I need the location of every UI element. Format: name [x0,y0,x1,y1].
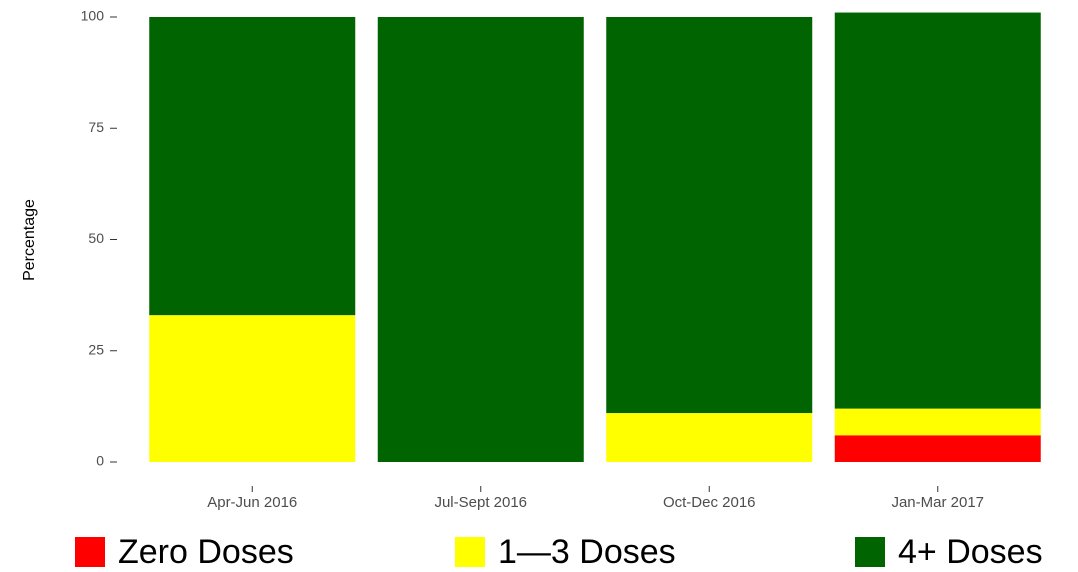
bar-segment [606,413,813,462]
legend-label: Zero Doses [118,533,294,571]
legend-swatch [455,537,485,567]
x-tick-label: Jan-Mar 2017 [891,494,984,511]
bar-segment [834,408,1041,436]
legend-label: 1—3 Doses [498,533,676,571]
bar-segment [149,17,356,316]
bar-segment [606,17,813,414]
y-tick-label: 50 [88,230,104,246]
x-tick-label: Apr-Jun 2016 [207,494,297,511]
bar-segment [834,435,1041,462]
y-tick-label: 25 [88,341,104,357]
legend-swatch [75,537,105,567]
x-tick-label: Jul-Sept 2016 [434,494,527,511]
bar-segment [377,17,584,462]
bar-segment [834,12,1041,409]
bar-segment [149,315,356,462]
y-tick-label: 75 [88,119,104,135]
legend-swatch [855,537,885,567]
legend-label: 4+ Doses [898,533,1043,571]
y-tick-label: 100 [81,8,105,24]
y-tick-label: 0 [96,453,104,469]
y-axis-label: Percentage [21,199,38,281]
x-tick-label: Oct-Dec 2016 [663,494,756,511]
